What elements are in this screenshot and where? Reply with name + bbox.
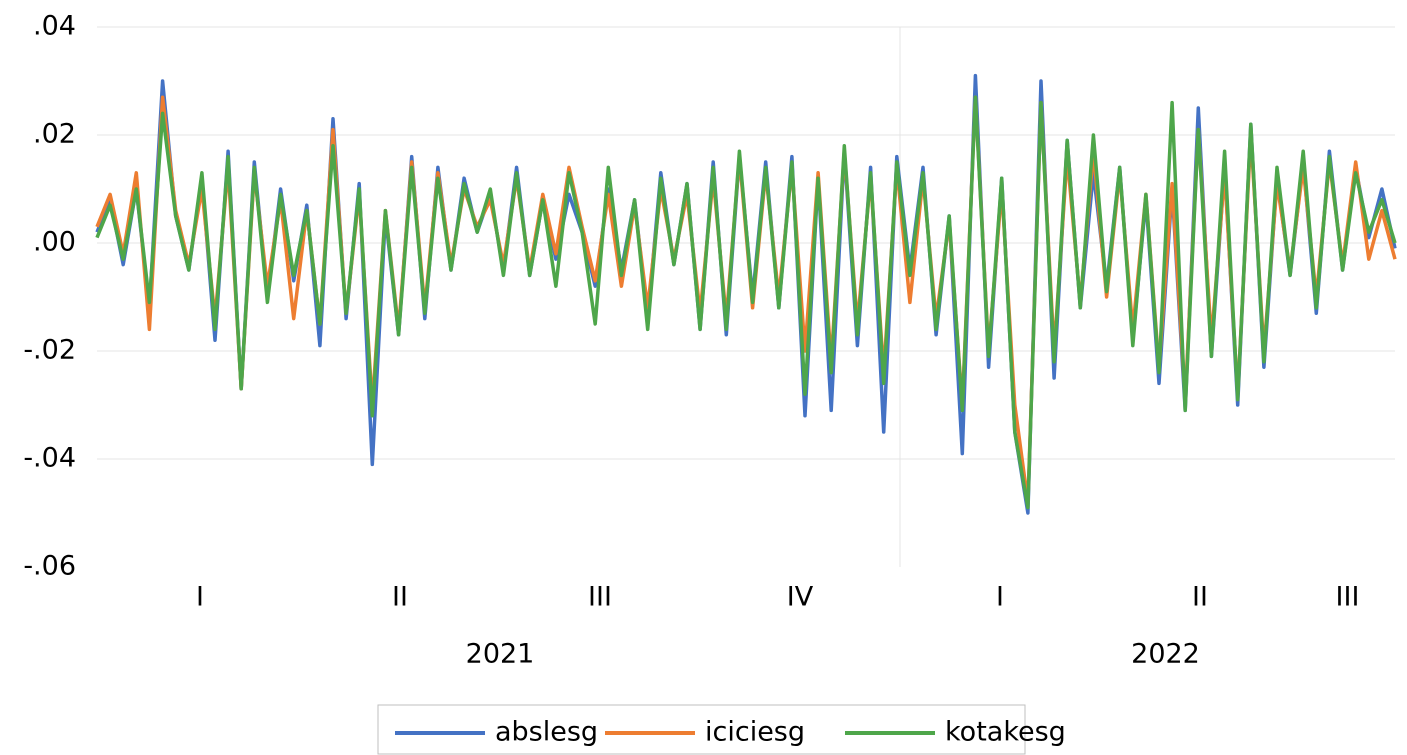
y-tick-label: -.06 (23, 551, 76, 582)
x-tick-label: III (1336, 582, 1360, 613)
y-tick-label: .02 (33, 119, 76, 150)
legend-label: abslesg (495, 717, 598, 748)
y-tick-label: -.04 (23, 443, 76, 474)
x-tick-label: II (392, 582, 408, 613)
legend-label: iciciesg (705, 717, 805, 748)
series-line (95, 95, 1397, 510)
x-group-label: 2021 (466, 639, 535, 670)
x-tick-label: III (588, 582, 612, 613)
y-tick-label: -.02 (23, 335, 76, 366)
y-tick-label: .04 (33, 11, 76, 42)
legend-label: kotakesg (945, 717, 1066, 748)
x-tick-label: II (1192, 582, 1208, 613)
x-tick-label: I (996, 582, 1004, 613)
x-group-label: 2022 (1131, 639, 1200, 670)
y-tick-label: .00 (33, 227, 76, 258)
x-tick-label: IV (787, 582, 814, 613)
legend-box (377, 704, 1026, 755)
x-tick-label: I (196, 582, 204, 613)
